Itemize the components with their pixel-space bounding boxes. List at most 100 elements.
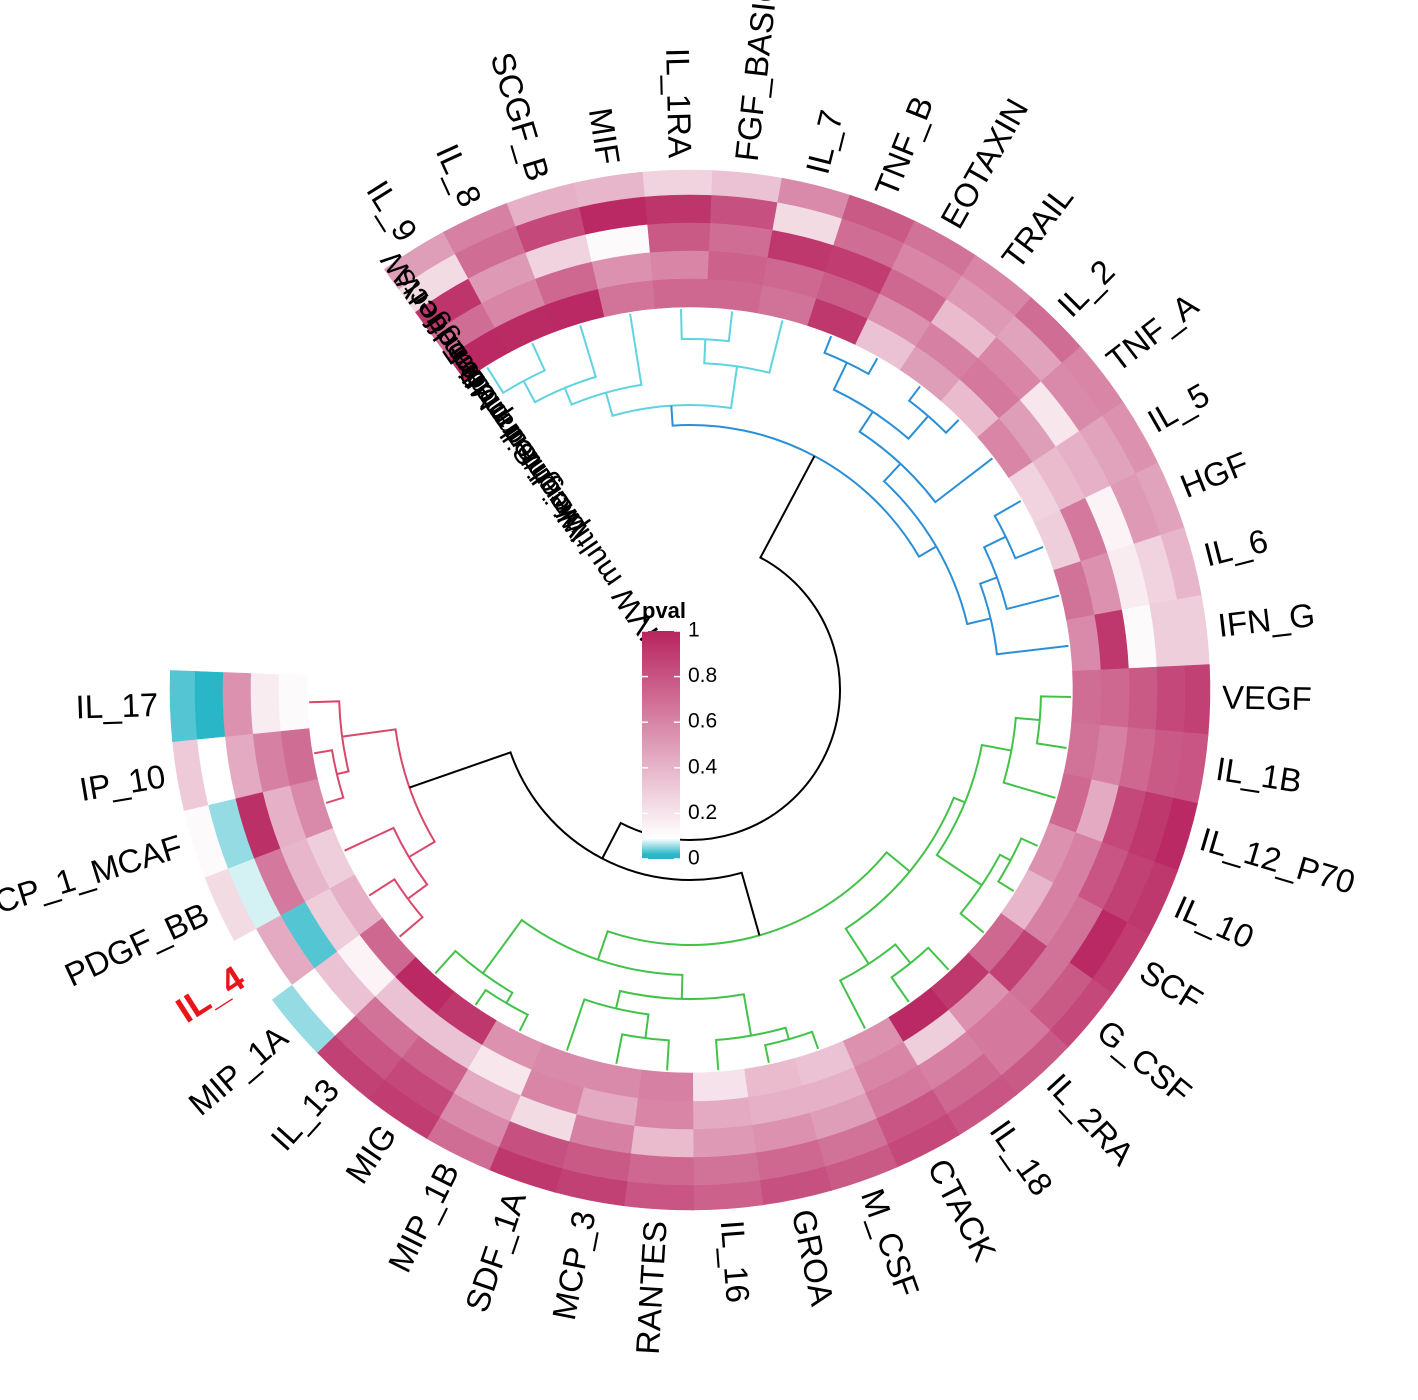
cytokine-label: MIG: [338, 1118, 404, 1190]
cytokine-label: IL_6: [1200, 522, 1271, 574]
legend: pval 1 0.8 0.6 0.4 0.2 0: [642, 598, 718, 870]
dendrogram-branch: [993, 500, 1044, 560]
dendrogram-branch: [615, 1033, 670, 1071]
legend-tick-label: 0.8: [688, 664, 717, 687]
cytokine-label: MIF: [582, 105, 627, 167]
cytokine-label: IL_1B: [1213, 750, 1304, 800]
heatmap-cell: [649, 250, 711, 282]
cytokine-label: IL_9: [359, 174, 425, 248]
dendrogram-branch: [563, 313, 643, 406]
dendrogram-branch: [474, 988, 530, 1032]
dendrogram-branch: [309, 700, 350, 776]
heatmap-cell: [1182, 664, 1211, 737]
cytokine-label: G_CSF: [1090, 1012, 1198, 1111]
dendrogram-branch: [996, 837, 1039, 892]
cytokine-label: TNF_B: [867, 91, 940, 202]
cytokine-label: HGF: [1175, 444, 1253, 504]
dendrogram-branch: [482, 918, 684, 999]
cytokine-label: SCF: [1134, 953, 1210, 1019]
dendrogram-branch: [341, 728, 437, 858]
dendrogram-branch: [935, 743, 1012, 886]
legend-color-bar: [642, 631, 680, 859]
heatmap-cell: [278, 674, 310, 732]
heatmap-cell: [644, 194, 714, 226]
heatmap-cell: [1066, 614, 1101, 673]
cytokine-label: EOTAXIN: [933, 92, 1035, 234]
cytokine-label: GROA: [785, 1206, 841, 1309]
heatmap-cell: [706, 279, 765, 314]
heatmap-cell: [625, 1152, 694, 1186]
cytokine-label: MCP_3: [545, 1208, 603, 1323]
heatmap-cell: [642, 169, 715, 198]
heatmap-cell: [1099, 668, 1130, 729]
cytokine-label: TRAIL: [994, 179, 1080, 276]
cytokine-label: IL_8: [429, 138, 489, 212]
cytokine-label: TNF_A: [1099, 286, 1204, 379]
legend-tick-label: 0.6: [688, 710, 717, 733]
dendrogram-branch: [596, 850, 911, 961]
cytokine-label: IL_12_P70: [1196, 820, 1360, 901]
heatmap-cell: [194, 671, 226, 740]
dendrogram-branch: [832, 362, 929, 441]
cytokine-label: IL_18: [983, 1113, 1061, 1202]
heatmap-cell: [1126, 666, 1158, 732]
heatmap-cell: [629, 1124, 694, 1158]
cytokine-label: IL_17: [75, 686, 159, 726]
heatmap-cell: [691, 1068, 749, 1102]
cytokine-label: SDF_1A: [458, 1187, 533, 1317]
dendrogram-branch: [882, 463, 991, 626]
cytokine-label: M_CSF: [854, 1184, 926, 1302]
heatmap-cell: [652, 278, 710, 309]
dendrogram-branch: [601, 455, 841, 859]
legend-ticks: 1 0.8 0.6 0.4 0.2 0: [642, 619, 718, 870]
cytokine-label: IL_1RA: [659, 48, 699, 159]
cytokine-label: FGF_BASIC: [728, 0, 785, 163]
cytokine-label: IL_4: [169, 957, 252, 1030]
dendrogram-branch: [907, 385, 960, 435]
legend-tick-label: 0.2: [688, 801, 717, 824]
cytokine-label: VEGF: [1222, 678, 1313, 717]
cytokine-label: IP_10: [77, 757, 168, 808]
heatmap-cell: [250, 673, 282, 734]
heatmap-cells: [169, 169, 1211, 1211]
dendrogram-branch: [703, 320, 784, 374]
heatmap-cell: [1071, 669, 1102, 727]
legend-title: pval: [642, 598, 686, 623]
dendrogram-branch: [844, 796, 966, 965]
heatmap-cell: [169, 670, 198, 742]
heatmap-cell: [636, 1069, 694, 1102]
dendrogram-branch: [1002, 716, 1056, 799]
cytokine-label: IL_2: [1050, 252, 1122, 324]
heatmap-cell: [1154, 665, 1186, 734]
heatmap-cell: [647, 222, 712, 254]
method-label: Weighted mode: [450, 354, 596, 545]
dendrogram: [309, 309, 1071, 1071]
legend-tick-label: 0.4: [688, 755, 718, 778]
cytokine-label: PDGF_BB: [59, 895, 214, 994]
cytokine-label: SCGF_B: [484, 48, 557, 185]
cytokine-label: IL_10: [1169, 888, 1260, 956]
dendrogram-branch: [368, 877, 424, 938]
heatmap-cell: [632, 1097, 694, 1130]
dendrogram-branch: [680, 309, 734, 343]
heatmap-cell: [222, 672, 254, 737]
legend-tick-label: 0: [688, 847, 700, 870]
dendrogram-branch: [823, 335, 879, 376]
heatmap-cell: [691, 1124, 757, 1158]
cytokine-label: MIP_1A: [181, 1018, 294, 1122]
cytokine-label: CTACK: [920, 1153, 1003, 1267]
cytokine-label: IFN_G: [1216, 596, 1317, 644]
dendrogram-branch: [565, 998, 650, 1051]
dendrogram-branch: [1035, 695, 1071, 749]
heatmap-cell: [691, 1096, 753, 1130]
cytokine-label: IL_16: [714, 1219, 757, 1304]
dendrogram-branch: [978, 576, 1069, 656]
dendrogram-branch: [670, 405, 937, 558]
cytokine-label: IL_2RA: [1040, 1066, 1142, 1172]
heatmap-cell: [691, 1152, 761, 1186]
cytokine-label: RANTES: [629, 1220, 674, 1356]
cytokine-label: IL_7: [799, 106, 850, 177]
cytokine-label: MIP_1B: [381, 1156, 467, 1278]
cytokine-label: IL_13: [263, 1071, 346, 1157]
